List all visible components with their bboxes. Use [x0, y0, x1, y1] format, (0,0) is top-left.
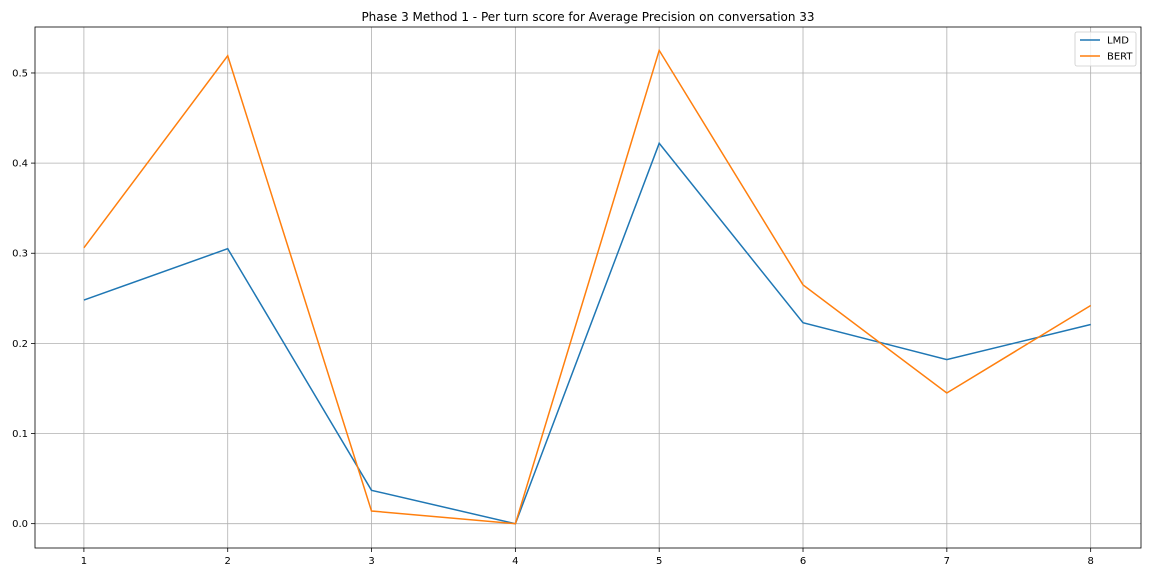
- series-lines: [83, 48, 1092, 525]
- y-tick-label: 0.4: [12, 159, 28, 170]
- axis-ticks: 1 2 3 4 5 6 7 8 0.0 0.1 0.2 0.3 0.4 0.5: [12, 68, 1094, 567]
- y-tick-label: 0.0: [12, 519, 28, 530]
- legend-label: LMD: [1107, 36, 1129, 47]
- x-tick-label: 2: [225, 556, 231, 567]
- y-tick-label: 0.2: [12, 339, 28, 350]
- x-tick-label: 1: [81, 556, 87, 567]
- series-line-lmd: [83, 141, 1091, 525]
- legend-label: BERT: [1107, 52, 1133, 63]
- x-tick-label: 4: [512, 556, 518, 567]
- x-tick-label: 3: [368, 556, 374, 567]
- y-tick-label: 0.3: [12, 249, 28, 260]
- y-tick-label: 0.1: [12, 429, 28, 440]
- grid: [35, 27, 1141, 548]
- x-tick-label: 7: [944, 556, 950, 567]
- chart-title: Phase 3 Method 1 - Per turn score for Av…: [361, 10, 814, 24]
- legend: LMD BERT: [1074, 31, 1137, 67]
- x-tick-label: 8: [1087, 556, 1093, 567]
- x-tick-label: 5: [656, 556, 662, 567]
- y-tick-label: 0.5: [12, 68, 28, 79]
- x-tick-label: 6: [800, 556, 806, 567]
- plot-frame: [34, 26, 1142, 549]
- series-line-bert: [83, 48, 1092, 525]
